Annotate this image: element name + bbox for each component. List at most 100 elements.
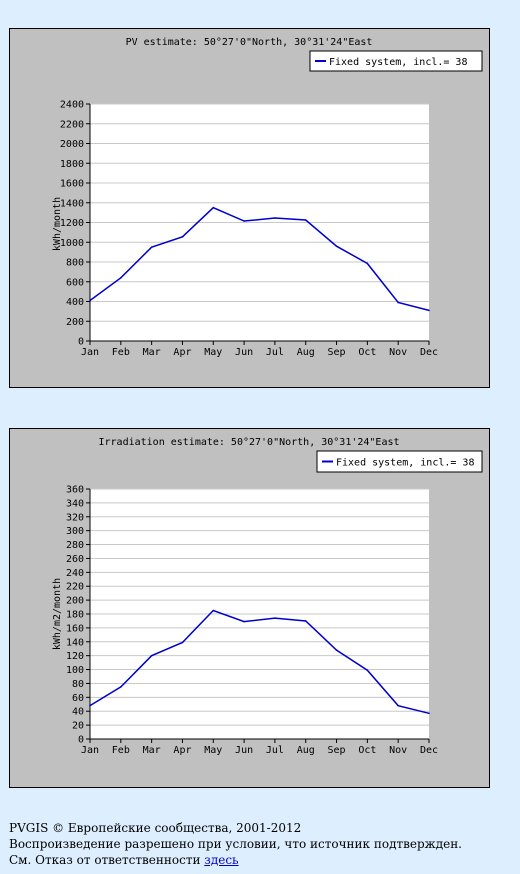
data-point	[89, 704, 91, 707]
pv-estimate-chart: PV estimate: 50°27'0"North, 30°31'24"Eas…	[9, 28, 490, 388]
data-point	[335, 245, 338, 247]
y-tick-label: 800	[66, 258, 84, 269]
x-tick-label: Sep	[328, 745, 346, 756]
series-line	[89, 206, 430, 312]
x-tick-label: Apr	[173, 347, 191, 358]
x-tick-label: Apr	[173, 745, 191, 756]
data-point	[120, 686, 122, 688]
pv-estimate-svg: PV estimate: 50°27'0"North, 30°31'24"Eas…	[52, 37, 483, 358]
y-tick-label: 1400	[60, 198, 84, 209]
y-tick-label: 2400	[60, 100, 84, 111]
x-tick-label: Oct	[358, 745, 376, 756]
y-tick-label: 2000	[60, 139, 84, 150]
y-tick-label: 280	[66, 540, 84, 551]
x-tick-label: May	[204, 745, 222, 756]
y-tick-label: 320	[66, 512, 84, 523]
x-tick-label: Feb	[112, 745, 130, 756]
x-tick-label: Dec	[420, 745, 438, 756]
y-tick-label: 200	[66, 596, 84, 607]
x-tick-label: Jun	[235, 347, 253, 358]
x-tick-label: Mar	[143, 745, 161, 756]
y-tick-label: 60	[72, 693, 84, 704]
data-point	[304, 620, 307, 622]
y-tick-label: 600	[66, 277, 84, 288]
data-point	[428, 712, 430, 715]
data-point	[335, 649, 338, 651]
irradiation-estimate-chart: Irradiation estimate: 50°27'0"North, 30°…	[9, 428, 490, 788]
data-point	[89, 299, 91, 302]
y-tick-label: 200	[66, 317, 84, 328]
y-tick-label: 240	[66, 568, 84, 579]
data-point	[366, 262, 369, 265]
disclaimer-line: См. Отказ от ответственности здесь	[9, 852, 462, 868]
data-point	[181, 641, 184, 644]
y-tick-label: 220	[66, 582, 84, 593]
y-tick-label: 140	[66, 637, 84, 648]
copyright-text: PVGIS © Европейские сообщества, 2001-201…	[9, 821, 302, 835]
y-tick-label: 260	[66, 554, 84, 565]
y-axis-label: kWh/m2/month	[52, 578, 63, 650]
data-point	[150, 246, 153, 248]
y-tick-label: 1200	[60, 218, 84, 229]
x-tick-label: Feb	[112, 347, 130, 358]
data-point	[274, 217, 276, 219]
irradiation-estimate-svg: Irradiation estimate: 50°27'0"North, 30°…	[52, 437, 483, 756]
y-tick-label: 340	[66, 498, 84, 509]
x-tick-label: Jun	[235, 745, 253, 756]
y-tick-label: 300	[66, 526, 84, 537]
y-axis-label: kWh/month	[52, 197, 63, 251]
y-tick-label: 0	[78, 735, 84, 746]
x-tick-label: Sep	[328, 347, 346, 358]
x-tick-label: Nov	[389, 745, 407, 756]
legend-box	[309, 50, 483, 72]
x-tick-label: Dec	[420, 347, 438, 358]
y-tick-label: 400	[66, 297, 84, 308]
disclaimer-text: См. Отказ от ответственности	[9, 853, 201, 867]
data-point	[243, 220, 245, 222]
y-tick-label: 120	[66, 651, 84, 662]
reproduction-text: Воспроизведение разрешено при условии, ч…	[9, 837, 462, 851]
x-tick-label: May	[204, 347, 222, 358]
y-tick-label: 160	[66, 623, 84, 634]
y-tick-label: 40	[72, 707, 84, 718]
y-tick-label: 1800	[60, 159, 84, 170]
data-point	[212, 206, 215, 209]
x-tick-label: Aug	[297, 745, 315, 756]
data-point	[274, 617, 276, 619]
chart-title: PV estimate: 50°27'0"North, 30°31'24"Eas…	[126, 37, 373, 48]
x-tick-label: Jul	[266, 347, 284, 358]
data-point	[120, 277, 122, 279]
x-tick-label: Mar	[143, 347, 161, 358]
legend-label: Fixed system, incl.= 38	[329, 57, 467, 68]
chart-title: Irradiation estimate: 50°27'0"North, 30°…	[98, 437, 399, 448]
y-tick-label: 1000	[60, 238, 84, 249]
x-tick-label: Jan	[81, 347, 99, 358]
y-tick-label: 100	[66, 665, 84, 676]
data-point	[212, 609, 215, 612]
y-tick-label: 1600	[60, 179, 84, 190]
y-tick-label: 360	[66, 485, 84, 496]
data-point	[181, 236, 184, 238]
y-tick-label: 20	[72, 721, 84, 732]
disclaimer-link[interactable]: здесь	[204, 853, 239, 867]
data-point	[397, 704, 399, 707]
data-point	[428, 309, 430, 312]
y-tick-label: 180	[66, 610, 84, 621]
x-tick-label: Aug	[297, 347, 315, 358]
data-point	[366, 669, 369, 672]
legend-label: Fixed system, incl.= 38	[336, 458, 474, 469]
y-tick-label: 80	[72, 679, 84, 690]
data-point	[397, 301, 399, 304]
y-tick-label: 0	[78, 337, 84, 348]
x-tick-label: Nov	[389, 347, 407, 358]
y-tick-label: 2200	[60, 119, 84, 130]
x-tick-label: Oct	[358, 347, 376, 358]
data-point	[243, 620, 245, 623]
footer: PVGIS © Европейские сообщества, 2001-201…	[9, 820, 462, 868]
data-point	[150, 654, 153, 657]
x-tick-label: Jul	[266, 745, 284, 756]
legend-box	[316, 450, 483, 473]
x-tick-label: Jan	[81, 745, 99, 756]
series-line	[89, 609, 430, 715]
data-point	[304, 219, 307, 221]
